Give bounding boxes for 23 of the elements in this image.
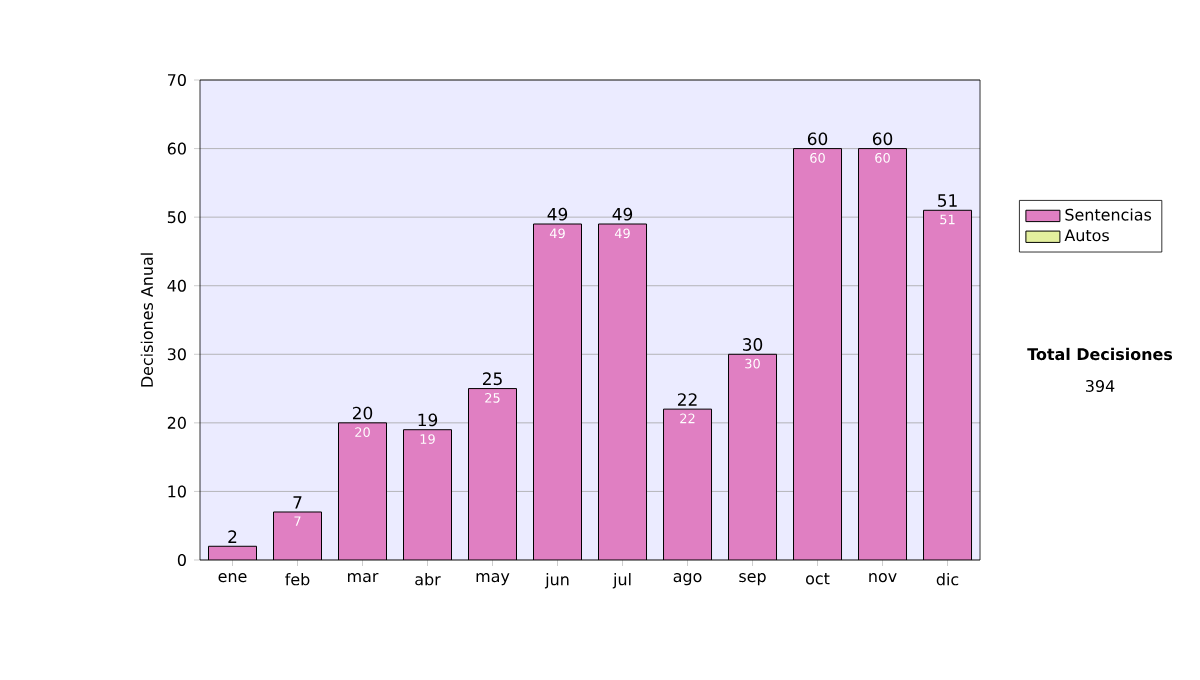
bar	[468, 388, 517, 560]
total-label: 20	[352, 406, 373, 420]
total-label: 49	[612, 207, 633, 221]
bar	[728, 354, 777, 560]
total-label: 49	[547, 207, 568, 221]
total-label: 22	[677, 393, 697, 406]
bar	[533, 224, 582, 560]
total-label: 51	[938, 194, 957, 207]
bar	[598, 224, 647, 560]
total-label: 19	[418, 413, 438, 427]
total-label: 60	[872, 132, 893, 146]
total-label: 2	[228, 530, 237, 543]
bar	[793, 148, 842, 560]
total-label: 30	[743, 338, 763, 351]
bar	[858, 148, 907, 560]
total-label: 25	[482, 372, 502, 386]
bar	[663, 409, 712, 560]
bar	[403, 429, 452, 560]
bar	[923, 209, 973, 560]
total-label: 7	[293, 496, 302, 509]
total-label: 60	[807, 132, 828, 146]
bar	[338, 422, 387, 560]
bar	[273, 512, 322, 560]
